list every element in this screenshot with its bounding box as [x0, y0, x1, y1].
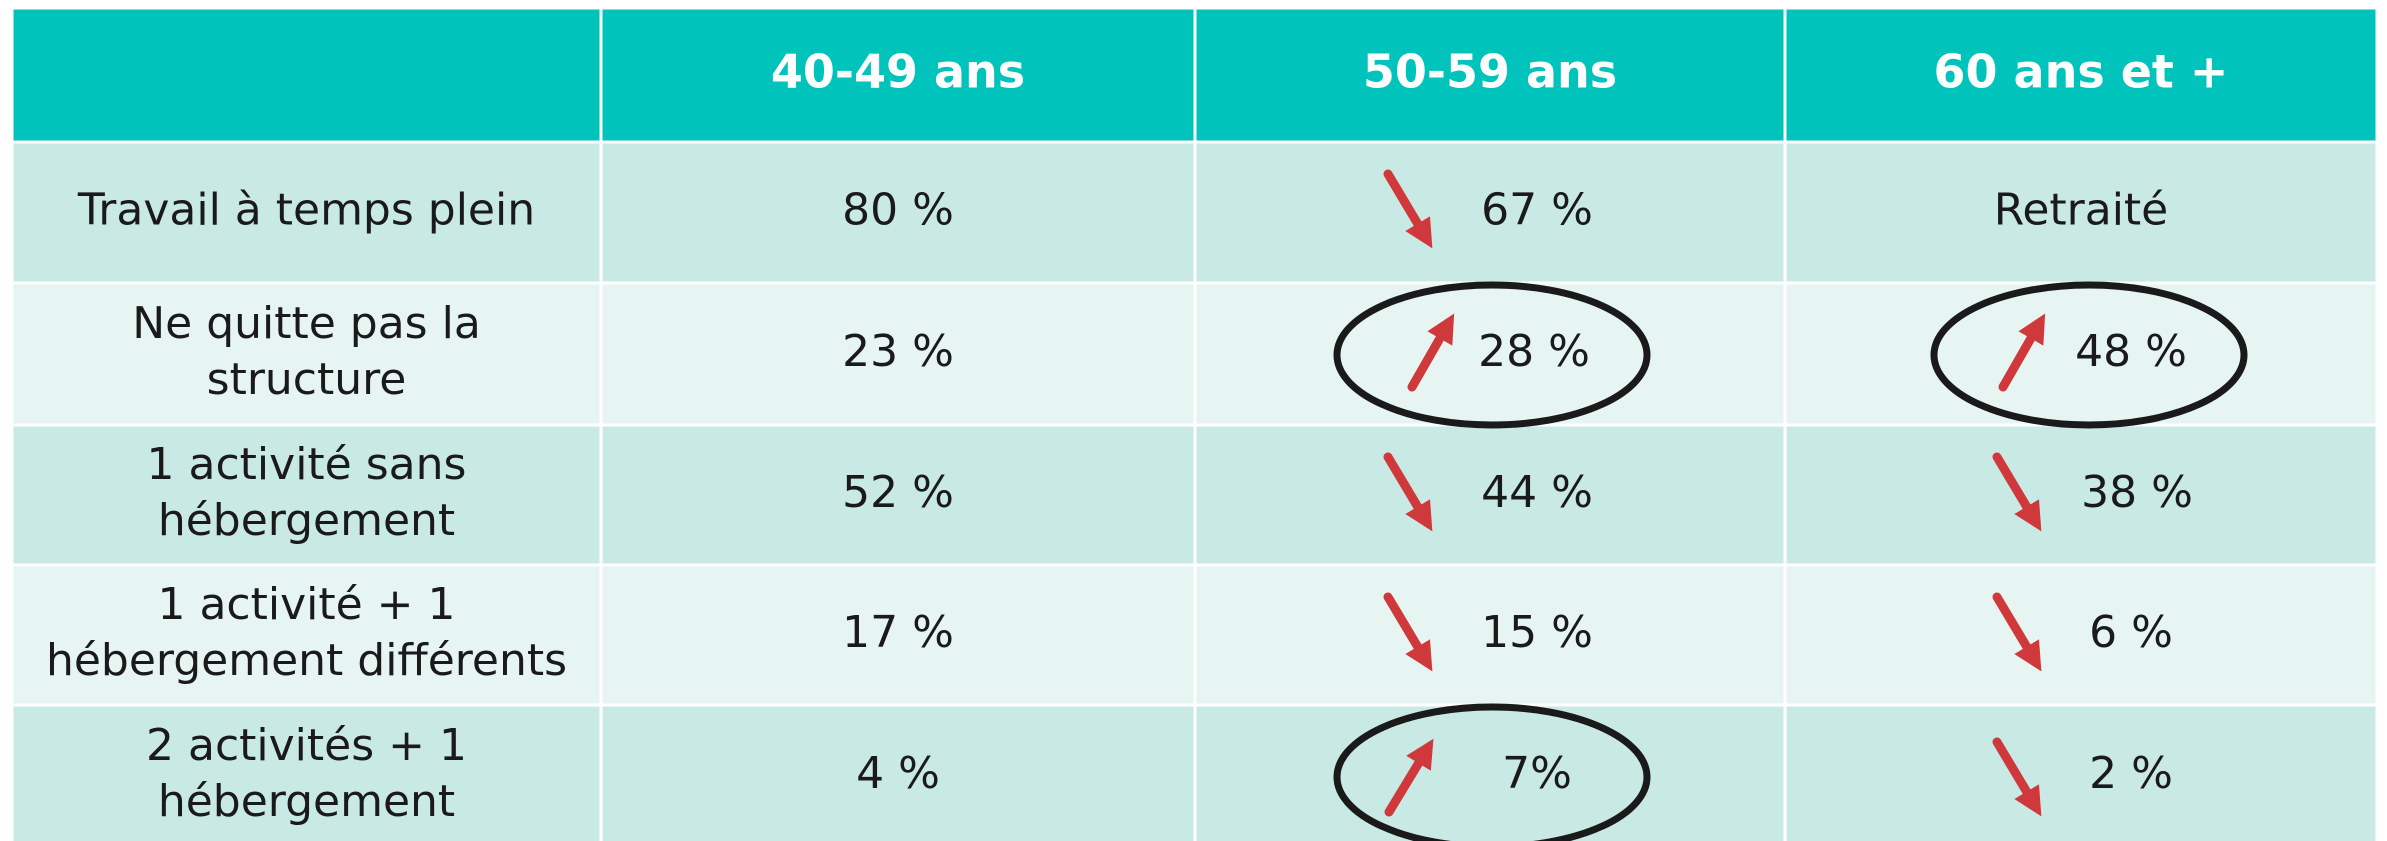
row-label: 2 activités + 1	[146, 720, 467, 771]
cell-value: 23 %	[842, 326, 954, 377]
cell-value: 44 %	[1481, 467, 1593, 518]
row-label: Travail à temps plein	[77, 185, 535, 236]
cell	[599, 563, 1197, 707]
down-arrow	[1383, 452, 1433, 532]
down-arrow	[1992, 592, 2042, 672]
header-cell	[1783, 6, 2379, 144]
down-arrow	[1992, 737, 2042, 817]
cell-value: 4 %	[856, 748, 940, 799]
cell-value: 67 %	[1481, 185, 1593, 236]
cell	[10, 563, 603, 707]
cell-value: 7%	[1502, 748, 1572, 799]
cell	[599, 140, 1197, 285]
cell	[1783, 563, 2379, 707]
header-cell	[10, 6, 603, 144]
cell	[1783, 423, 2379, 567]
row-label: hébergement différents	[46, 635, 567, 686]
cell	[10, 281, 603, 427]
header-cell	[599, 6, 1197, 144]
up-arrow	[1384, 738, 1434, 817]
cell	[599, 703, 1197, 841]
cell	[599, 423, 1197, 567]
cell	[10, 703, 603, 841]
highlight-ring	[1930, 281, 2248, 429]
header-label: 50-59 ans	[1363, 45, 1617, 99]
header-label: 60 ans et +	[1934, 45, 2229, 99]
cell	[1783, 703, 2379, 841]
row-label: 1 activité + 1	[157, 579, 455, 630]
cell	[10, 140, 603, 285]
cell	[1193, 703, 1787, 841]
row-label: hébergement	[158, 495, 455, 546]
cell	[1193, 140, 1787, 285]
header-label: 40-49 ans	[771, 45, 1025, 99]
cell-value: 17 %	[842, 607, 954, 658]
cell-value: Retraité	[1994, 185, 2169, 236]
cell	[1193, 281, 1787, 427]
annotations	[1333, 169, 2248, 841]
cell-value: 2 %	[2089, 748, 2173, 799]
cell-value: 52 %	[842, 467, 954, 518]
row-label: hébergement	[158, 776, 455, 827]
highlight-ring	[1333, 703, 1651, 841]
cell-value: 28 %	[1478, 326, 1590, 377]
cell-value: 48 %	[2075, 326, 2187, 377]
header-cell	[1193, 6, 1787, 144]
down-arrow	[1383, 169, 1433, 249]
row-label: 1 activité sans	[147, 439, 467, 490]
down-arrow	[1992, 452, 2042, 532]
up-arrow	[1407, 313, 1455, 392]
row-label: Ne quitte pas la	[132, 298, 481, 349]
row-label: structure	[207, 354, 407, 405]
cell-value: 38 %	[2081, 467, 2193, 518]
up-arrow	[1998, 313, 2046, 392]
cell-value: 80 %	[842, 185, 954, 236]
cell-value: 6 %	[2089, 607, 2173, 658]
cell	[10, 423, 603, 567]
highlight-ring	[1333, 281, 1651, 429]
cell	[1193, 563, 1787, 707]
down-arrow	[1383, 592, 1433, 672]
cell-value: 15 %	[1481, 607, 1593, 658]
cell	[1783, 281, 2379, 427]
